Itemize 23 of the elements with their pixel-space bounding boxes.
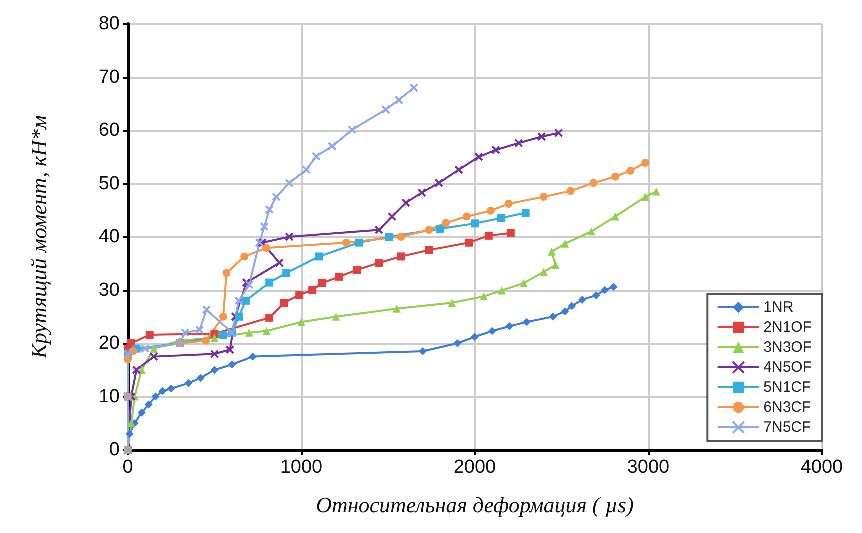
legend-label: 6N3CF [764, 399, 812, 416]
y-tick-label: 10 [98, 386, 120, 408]
legend-label: 2N1OF [764, 319, 812, 336]
x-tick-label: 0 [122, 457, 134, 478]
legend-label: 3N3OF [764, 339, 812, 356]
x-tick-label: 2000 [454, 457, 496, 478]
y-tick-label: 40 [98, 226, 120, 248]
y-tick-label: 30 [98, 280, 120, 301]
legend-label: 4N5OF [764, 359, 812, 376]
y-tick-label: 50 [98, 173, 120, 194]
y-tick-label: 20 [98, 333, 120, 354]
y-tick-label: 60 [98, 120, 120, 141]
x-axis-title: Относительная деформация ( µs) [316, 492, 634, 518]
legend-label: 7N5CF [764, 419, 812, 436]
x-tick-label: 4000 [800, 457, 844, 478]
y-tick-label: 80 [98, 14, 120, 34]
y-axis-title: Крутящий момент, кН*м [26, 115, 52, 360]
x-tick-label: 1000 [280, 457, 323, 478]
x-tick-label: 3000 [627, 457, 670, 478]
y-tick-label: 70 [98, 66, 120, 88]
legend-label: 5N1CF [764, 379, 812, 396]
legend-label: 1NR [764, 299, 794, 316]
y-tick-label: 0 [109, 440, 120, 460]
